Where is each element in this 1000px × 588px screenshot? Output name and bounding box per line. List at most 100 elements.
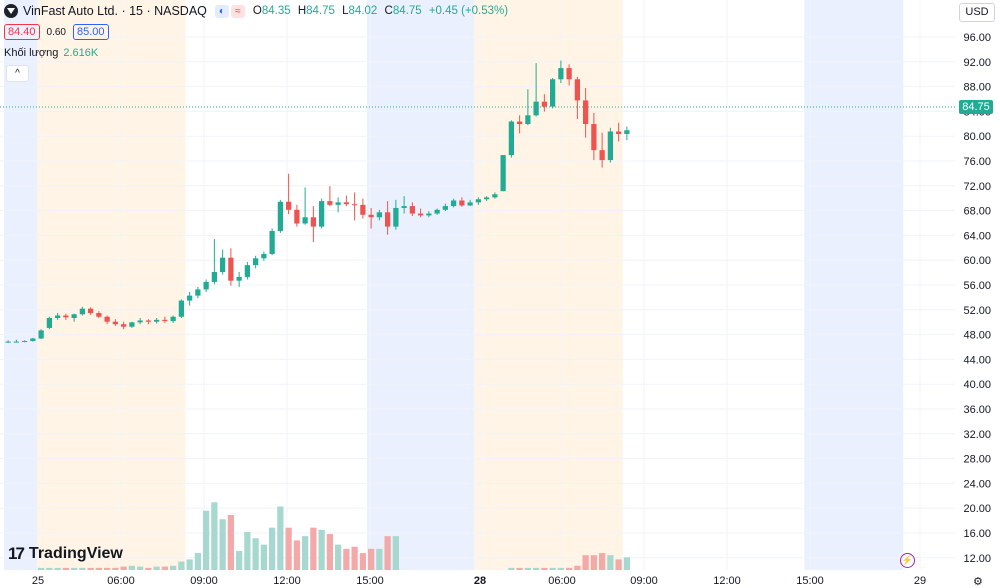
y-tick-label: 72.00	[963, 181, 991, 193]
candle-body	[352, 204, 358, 206]
volume-bar	[351, 546, 358, 570]
ohlc-open-key: O	[252, 5, 262, 17]
volume-bar	[120, 566, 127, 570]
volume-bar	[112, 567, 119, 570]
candle-body	[310, 217, 316, 227]
volume-bar	[574, 565, 581, 570]
candle-body	[154, 319, 160, 322]
ask-button[interactable]: 85.00	[73, 24, 109, 40]
candle-body	[162, 319, 168, 322]
x-tick-label: 12:00	[273, 575, 301, 587]
x-tick-label: 09:00	[630, 575, 658, 587]
candle-body	[385, 212, 391, 227]
tradingview-logo[interactable]: 17 TradingView	[8, 544, 123, 564]
volume-bar	[178, 561, 185, 570]
y-tick-label: 12.00	[963, 553, 991, 565]
candle-body	[343, 202, 349, 205]
candle-body	[607, 131, 613, 161]
x-tick-label: 15:00	[356, 575, 384, 587]
tradingview-mark-icon: 17	[8, 544, 25, 563]
candle-body	[236, 276, 242, 281]
volume-bar	[590, 555, 597, 570]
candle-body	[566, 68, 572, 80]
y-tick-label: 56.00	[963, 280, 991, 292]
volume-bar	[599, 553, 606, 570]
ohlc-close-value: 84.75	[392, 5, 422, 17]
volume-bar	[582, 555, 589, 570]
currency-select[interactable]: USD	[959, 3, 995, 22]
candle-body	[269, 230, 275, 254]
candle-body	[195, 289, 201, 296]
ohlc-low-value: 84.02	[348, 5, 378, 17]
candle-body	[187, 295, 193, 301]
chevron-up-icon: ^	[15, 68, 20, 79]
y-tick-label: 76.00	[963, 156, 991, 168]
x-tick-label: 28	[474, 575, 486, 587]
y-tick-label: 64.00	[963, 230, 991, 242]
candle-body	[22, 340, 28, 342]
candle-body	[583, 100, 589, 125]
last-price-label: 84.75	[959, 100, 993, 114]
volume-bar	[219, 519, 226, 570]
candle-body	[335, 202, 341, 205]
candle-body	[145, 320, 151, 322]
gear-icon[interactable]: ⚙	[973, 576, 983, 588]
candle-body	[599, 150, 605, 161]
volume-bar	[71, 567, 78, 570]
symbol-title[interactable]: VinFast Auto Ltd. · 15 · NASDAQ	[23, 4, 207, 18]
bid-button[interactable]: 84.40	[4, 24, 40, 40]
candle-body	[508, 121, 514, 156]
volume-bar	[384, 536, 391, 570]
candle-body	[38, 330, 44, 339]
candle-body	[550, 79, 556, 107]
candle-body	[418, 213, 424, 216]
volume-bar	[557, 567, 564, 570]
candle-body	[294, 209, 300, 224]
tradingview-wordmark: TradingView	[28, 545, 123, 562]
candle-body	[541, 101, 547, 107]
volume-bar	[128, 565, 135, 570]
candle-body	[376, 212, 382, 218]
approx-data-icon[interactable]: ≈	[230, 4, 245, 18]
candle-body	[533, 101, 539, 116]
volume-bar	[79, 567, 86, 570]
candle-body	[137, 320, 143, 323]
y-tick-label: 24.00	[963, 478, 991, 490]
y-tick-label: 92.00	[963, 57, 991, 69]
volume-bar	[524, 567, 531, 570]
candle-body	[475, 199, 481, 203]
volume-label: Khối lượng	[4, 47, 59, 59]
volume-bar	[566, 567, 573, 570]
volume-bar	[277, 506, 284, 570]
candle-body	[393, 207, 399, 227]
ohlc-close-key: C	[384, 5, 393, 17]
candle-body	[484, 197, 490, 200]
candle-body	[302, 217, 308, 224]
volume-bar	[186, 559, 193, 570]
volume-bar	[533, 567, 540, 570]
y-tick-label: 88.00	[963, 82, 991, 94]
volume-bar	[293, 540, 300, 570]
ohlc-open-value: 84.35	[261, 5, 291, 17]
volume-bar	[161, 566, 168, 570]
candle-body	[261, 253, 267, 259]
candle-body	[228, 257, 234, 281]
y-tick-label: 40.00	[963, 379, 991, 391]
candle-body	[360, 204, 366, 215]
lightning-icon[interactable]: ⚡	[900, 553, 915, 568]
volume-legend: Khối lượng 2.616K	[4, 47, 98, 59]
candle-body	[616, 131, 622, 134]
volume-bar	[508, 567, 515, 570]
candle-body	[46, 317, 52, 328]
candle-body	[624, 130, 630, 134]
session-moon-icon[interactable]: ◐	[214, 4, 229, 18]
ohlc-low-key: L	[342, 5, 349, 17]
candle-body	[319, 201, 325, 227]
candle-body	[88, 308, 94, 314]
candle-body	[96, 313, 102, 317]
volume-bar	[145, 567, 152, 570]
collapse-legend-button[interactable]: ^	[6, 65, 29, 82]
candle-body	[591, 124, 597, 151]
candle-body	[492, 194, 498, 198]
